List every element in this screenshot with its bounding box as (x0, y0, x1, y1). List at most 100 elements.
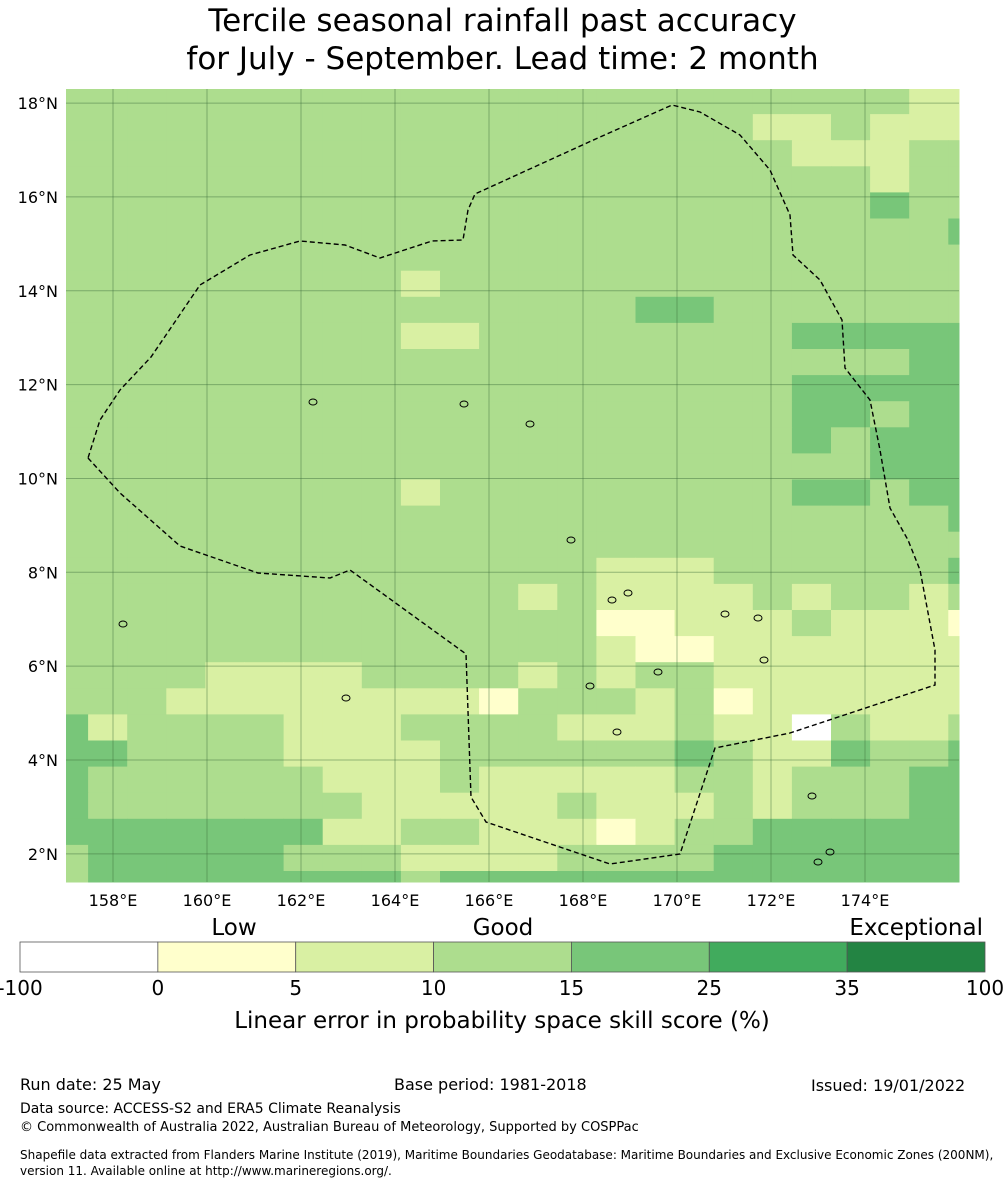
skill-cell (127, 636, 167, 663)
skill-cell (205, 427, 245, 454)
eez-boundary (87, 104, 936, 865)
skill-cell (596, 818, 636, 846)
skill-cell (870, 349, 910, 376)
skill-cell (948, 871, 960, 883)
colorbar-tick-label: 0 (151, 976, 164, 1000)
skill-cell (244, 114, 285, 141)
skill-cell (870, 375, 910, 402)
skill-cell (244, 740, 285, 768)
skill-cell (909, 714, 949, 741)
skill-cell (66, 322, 89, 350)
lon-tick-label: 166°E (465, 891, 514, 910)
skill-cell (909, 636, 949, 663)
skill-cell (440, 792, 480, 820)
skill-cell (948, 244, 960, 272)
skill-cell (518, 349, 558, 376)
skill-cell (713, 218, 754, 246)
skill-cell (244, 427, 285, 454)
skill-cell (205, 766, 245, 794)
skill-cell (831, 218, 871, 246)
skill-cell (948, 114, 960, 141)
shapefile-credit-line-1: Shapefile data extracted from Flanders M… (20, 1148, 994, 1162)
skill-cell (752, 766, 793, 794)
island-outline (566, 536, 576, 544)
skill-cell (283, 270, 324, 298)
skill-cell (831, 166, 871, 193)
skill-cell (713, 688, 754, 715)
skill-cell (713, 270, 754, 298)
skill-cell (361, 531, 402, 559)
lat-tick-label: 2°N (28, 845, 58, 864)
skill-cell (948, 714, 960, 741)
skill-cell (635, 557, 676, 585)
skill-cell (66, 610, 89, 637)
copyright: © Commonwealth of Australia 2022, Austra… (20, 1120, 639, 1135)
skill-cell (596, 662, 636, 689)
skill-cell (713, 349, 754, 376)
skill-cell (322, 322, 363, 350)
skill-cell (518, 166, 558, 193)
colorbar: -100 0 5 10 15 25 35 100 Low Good Exceptional Linea… (0, 915, 1004, 1034)
colorbar-tick-label: 25 (697, 976, 722, 1000)
skill-cell (479, 818, 519, 846)
skill-cell (635, 688, 676, 715)
skill-cell (66, 114, 89, 141)
skill-cell (244, 270, 285, 298)
island-outline (308, 398, 318, 406)
skill-cell (166, 401, 206, 428)
skill-cell (752, 375, 793, 402)
skill-cell (909, 662, 949, 689)
skill-cell (791, 505, 832, 533)
skill-cell (791, 375, 832, 402)
skill-cell (66, 688, 89, 715)
skill-cell (322, 296, 363, 324)
skill-cell (66, 662, 89, 689)
skill-cell (400, 89, 441, 115)
skill-cell (166, 610, 206, 637)
skill-cell (635, 531, 676, 559)
skill-cell (791, 349, 832, 376)
skill-cell (283, 453, 324, 480)
skill-cell (831, 349, 871, 376)
skill-cell (870, 871, 910, 883)
skill-cell (440, 427, 480, 454)
skill-cell (713, 844, 754, 872)
skill-cell (479, 610, 519, 637)
skill-cell (361, 322, 402, 350)
skill-cell (205, 740, 245, 768)
skill-cell (557, 583, 597, 611)
skill-cell (635, 192, 676, 219)
skill-cell (244, 662, 285, 689)
skill-cell (400, 714, 441, 741)
skill-cell (635, 166, 676, 193)
skill-cell (244, 479, 285, 507)
skill-cell (870, 818, 910, 846)
skill-cell (713, 140, 754, 167)
skill-cell (635, 89, 676, 115)
skill-cell (479, 270, 519, 298)
skill-cell (791, 714, 832, 741)
skill-cell (322, 349, 363, 376)
skill-cell (518, 792, 558, 820)
colorbar-label: Linear error in probability space skill … (234, 1008, 770, 1034)
skill-cell (88, 479, 128, 507)
skill-cell (557, 114, 597, 141)
skill-cell (518, 871, 558, 883)
skill-cell (948, 844, 960, 872)
skill-cell (127, 583, 167, 611)
skill-cell (88, 427, 128, 454)
skill-cell (870, 218, 910, 246)
skill-cell (88, 610, 128, 637)
skill-cell (635, 479, 676, 507)
skill-cell (518, 818, 558, 846)
skill-cell (361, 583, 402, 611)
skill-cell (400, 401, 441, 428)
skill-cell (713, 89, 754, 115)
skill-cell (909, 844, 949, 872)
skill-cell (66, 218, 89, 246)
skill-cell (518, 218, 558, 246)
skill-cell (322, 792, 363, 820)
skill-cell (322, 427, 363, 454)
skill-cell (66, 636, 89, 663)
skill-cell (440, 557, 480, 585)
